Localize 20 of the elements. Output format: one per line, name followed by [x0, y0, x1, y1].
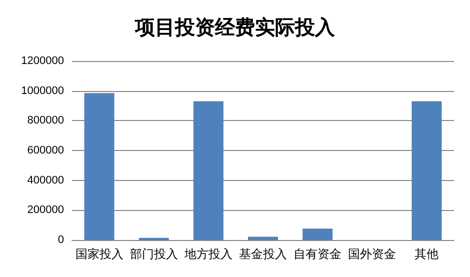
chart-title: 项目投资经费实际投入: [134, 15, 336, 39]
y-tick-label: 1000000: [21, 84, 64, 97]
bar: [248, 236, 278, 240]
y-tick-label: 600000: [27, 144, 64, 156]
y-tick-label: 800000: [27, 114, 64, 127]
x-tick-label: 国家投入: [75, 247, 124, 261]
y-tick-label: 0: [58, 234, 64, 246]
x-tick-label: 国外资金: [348, 247, 396, 261]
bar: [412, 101, 442, 240]
x-tick-label: 其他: [414, 247, 439, 261]
bar: [84, 93, 114, 240]
y-tick-label: 200000: [27, 204, 64, 216]
y-tick-label: 1200000: [21, 55, 64, 67]
x-tick-label: 地方投入: [183, 247, 232, 261]
x-tick-label: 部门投入: [130, 247, 178, 261]
bar: [302, 228, 333, 240]
x-tick-label: 基金投入: [239, 247, 287, 261]
bar: [193, 101, 224, 240]
x-tick-label: 自有资金: [294, 247, 342, 261]
y-tick-label: 400000: [27, 174, 64, 186]
